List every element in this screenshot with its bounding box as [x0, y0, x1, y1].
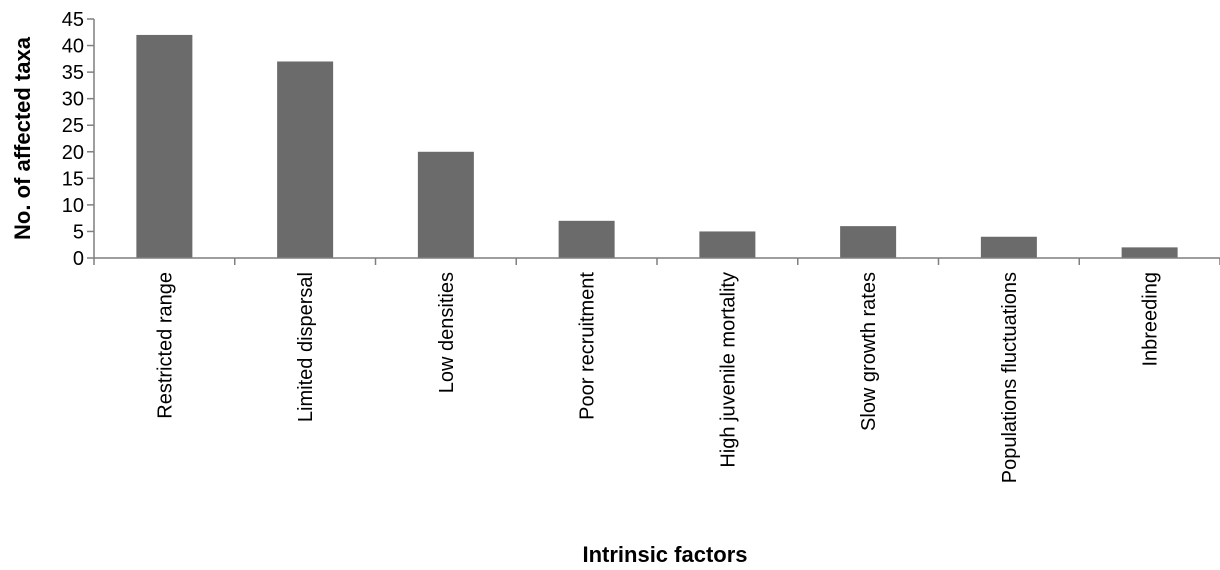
- x-category-label: Slow growth rates: [858, 272, 880, 431]
- x-category-label: Low densities: [436, 272, 458, 393]
- y-tick-label: 20: [62, 142, 84, 164]
- x-axis-title: Intrinsic factors: [582, 542, 747, 567]
- y-tick-label: 45: [62, 9, 84, 31]
- x-category-label: Populations fluctuations: [999, 272, 1021, 483]
- bar-low-densities: [417, 151, 474, 258]
- y-tick-label: 40: [62, 36, 84, 58]
- bar-high-juvenile-mortality: [699, 231, 756, 258]
- x-category-label: Restricted range: [154, 272, 176, 419]
- x-axis-ticks: Restricted range Limited dispersal Low den…: [93, 258, 1220, 483]
- x-category-label: Limited dispersal: [295, 272, 317, 422]
- bar-limited-dispersal: [277, 61, 334, 258]
- bar-populations-fluctuations: [980, 236, 1037, 258]
- bar-inbreeding: [1121, 247, 1178, 258]
- y-tick-label: 10: [62, 195, 84, 217]
- y-axis-ticks: 0 5 10 15 20 25 30 35 40 45: [62, 9, 94, 270]
- y-tick-label: 0: [73, 248, 84, 270]
- y-tick-label: 15: [62, 168, 84, 190]
- y-tick-label: 5: [73, 221, 84, 243]
- bar-poor-recruitment: [558, 220, 615, 258]
- y-tick-label: 30: [62, 89, 84, 111]
- x-category-label: High juvenile mortality: [717, 272, 739, 468]
- bars-group: [136, 34, 1178, 258]
- bar-restricted-range: [136, 34, 193, 258]
- y-axis-title: No. of affected taxa: [10, 36, 35, 240]
- x-category-label: Inbreeding: [1140, 272, 1162, 367]
- y-tick-label: 35: [62, 62, 84, 84]
- x-category-label: Poor recruitment: [577, 272, 599, 420]
- bar-slow-growth-rates: [840, 226, 897, 258]
- y-tick-label: 25: [62, 115, 84, 137]
